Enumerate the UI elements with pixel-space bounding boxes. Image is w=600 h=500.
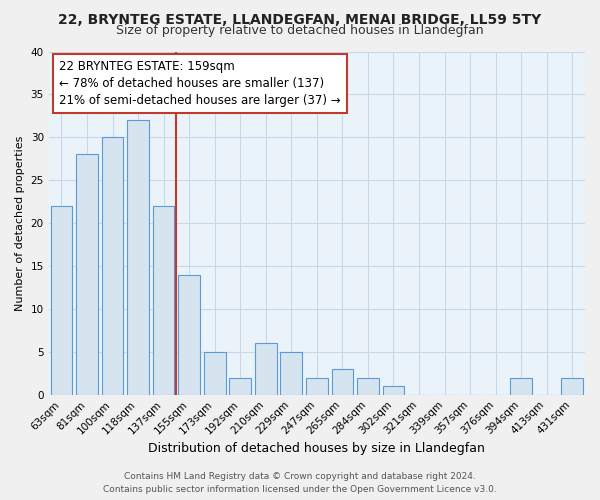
Bar <box>280 352 302 395</box>
Bar <box>255 343 277 394</box>
Bar <box>127 120 149 394</box>
Bar <box>306 378 328 394</box>
Text: Size of property relative to detached houses in Llandegfan: Size of property relative to detached ho… <box>116 24 484 37</box>
Bar <box>229 378 251 394</box>
Bar <box>510 378 532 394</box>
Bar <box>153 206 175 394</box>
Bar <box>76 154 98 394</box>
Bar <box>562 378 583 394</box>
Y-axis label: Number of detached properties: Number of detached properties <box>15 136 25 311</box>
Bar <box>101 138 124 394</box>
Bar <box>357 378 379 394</box>
Bar <box>50 206 72 394</box>
Bar <box>332 369 353 394</box>
Bar <box>178 274 200 394</box>
Text: 22 BRYNTEG ESTATE: 159sqm
← 78% of detached houses are smaller (137)
21% of semi: 22 BRYNTEG ESTATE: 159sqm ← 78% of detac… <box>59 60 341 107</box>
Text: Contains HM Land Registry data © Crown copyright and database right 2024.
Contai: Contains HM Land Registry data © Crown c… <box>103 472 497 494</box>
X-axis label: Distribution of detached houses by size in Llandegfan: Distribution of detached houses by size … <box>148 442 485 455</box>
Bar <box>383 386 404 394</box>
Bar <box>204 352 226 395</box>
Text: 22, BRYNTEG ESTATE, LLANDEGFAN, MENAI BRIDGE, LL59 5TY: 22, BRYNTEG ESTATE, LLANDEGFAN, MENAI BR… <box>58 12 542 26</box>
